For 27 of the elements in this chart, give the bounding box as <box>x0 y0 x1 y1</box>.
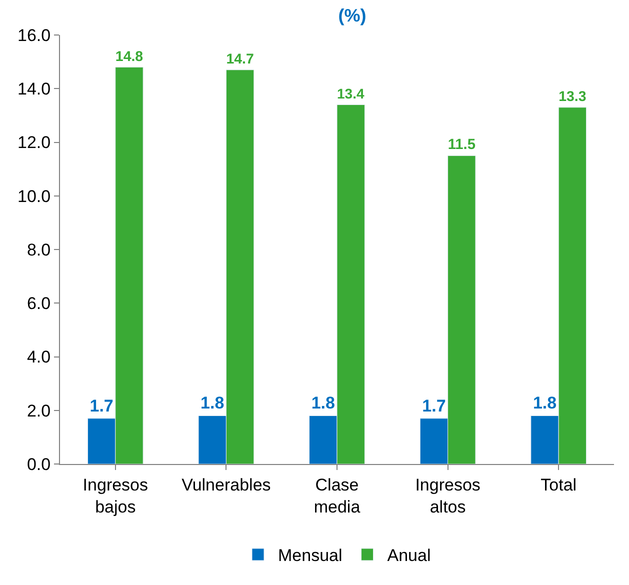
y-tick-label: 6.0 <box>26 294 51 314</box>
y-tick-label: 0.0 <box>26 454 51 474</box>
y-tick-label: 4.0 <box>26 348 51 367</box>
legend-label: Mensual <box>278 546 342 566</box>
y-tick-label: 10.0 <box>18 186 51 206</box>
data-label: 1.8 <box>311 394 335 413</box>
y-tick-label: 16.0 <box>18 26 51 45</box>
x-tick-label: Vulnerables <box>182 475 271 494</box>
data-label: 1.8 <box>200 394 224 413</box>
data-label: 1.7 <box>422 396 446 416</box>
chart-title: (%) <box>338 5 366 26</box>
y-tick-label: 2.0 <box>26 401 51 420</box>
x-tick-label: Clase media <box>314 475 361 516</box>
x-tick-label: Ingresos altos <box>415 475 480 516</box>
y-tick-label: 8.0 <box>26 240 51 260</box>
data-label: 11.5 <box>448 137 476 154</box>
x-tick-label: Ingresos bajos <box>82 475 148 516</box>
data-label: 13.4 <box>337 85 364 102</box>
data-label: 14.7 <box>226 52 254 68</box>
data-label: 1.8 <box>532 394 557 413</box>
data-label: 13.3 <box>558 89 586 106</box>
data-label: 1.7 <box>90 396 114 416</box>
data-label: 14.8 <box>115 48 144 65</box>
x-tick-label: Total <box>540 475 577 494</box>
legend-label: Anual <box>387 546 431 566</box>
y-tick-label: 12.0 <box>18 133 51 152</box>
y-tick-label: 14.0 <box>18 80 51 99</box>
